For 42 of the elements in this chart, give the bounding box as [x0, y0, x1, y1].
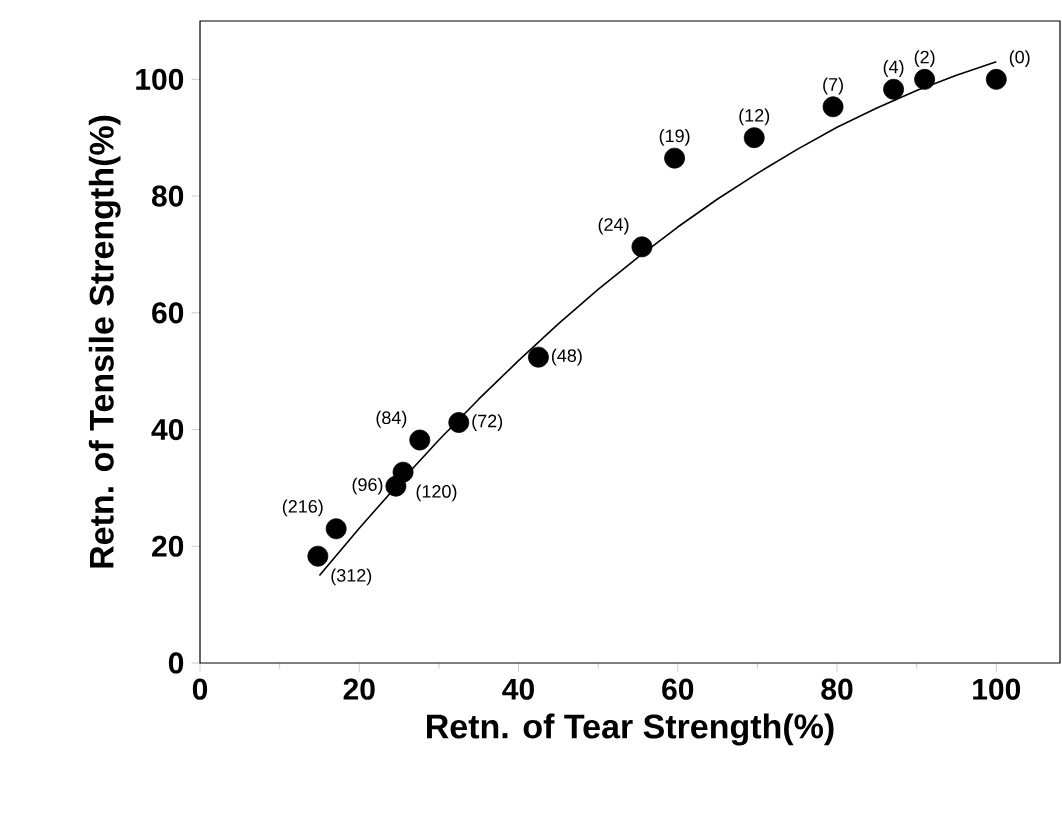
annotation: (4): [883, 60, 904, 77]
x-tick-label: 40: [502, 678, 534, 700]
y-tick-label: 80: [151, 185, 184, 207]
y-tick-label: 40: [151, 418, 184, 441]
point: [448, 412, 470, 433]
point: [392, 461, 414, 483]
y-tick-label: 60: [152, 302, 184, 324]
annotation: (7): [823, 77, 843, 95]
point: [325, 518, 347, 540]
x-tick-label: 20: [343, 678, 375, 700]
y-tick-label: 0: [168, 652, 184, 674]
annotation: (0): [1009, 50, 1030, 67]
point: [822, 96, 844, 118]
point: [385, 475, 407, 497]
y-tick-label: 100: [136, 68, 184, 90]
point: [883, 78, 904, 100]
annotation: (84): [376, 410, 407, 428]
annotation: (96): [352, 477, 383, 495]
x-tick-label: 100: [973, 678, 1021, 700]
annotation: (72): [472, 414, 503, 431]
point: [528, 346, 549, 368]
annotation: (216): [282, 499, 323, 517]
annotation: (12): [739, 108, 770, 126]
point: [409, 429, 431, 451]
point: [307, 545, 329, 567]
point: [985, 68, 1007, 90]
annotation: (48): [551, 348, 582, 366]
annotation: (19): [659, 128, 690, 146]
x-axis-title: Retn. of Tear Strength(%): [427, 713, 834, 746]
annotation: (24): [598, 217, 629, 235]
annotation: (120): [416, 484, 457, 502]
point: [664, 147, 685, 169]
x-tick-label: 0: [192, 678, 208, 700]
y-tick-label: 20: [152, 535, 184, 557]
y-axis-title: Retn. of Tensile Strength(%): [88, 115, 121, 568]
point: [914, 68, 936, 90]
point: [743, 127, 765, 149]
point: [631, 236, 653, 258]
annotation: (2): [914, 50, 935, 67]
x-tick-label: 80: [821, 678, 853, 700]
x-tick-label: 60: [662, 678, 694, 700]
annotation: (312): [331, 568, 372, 586]
